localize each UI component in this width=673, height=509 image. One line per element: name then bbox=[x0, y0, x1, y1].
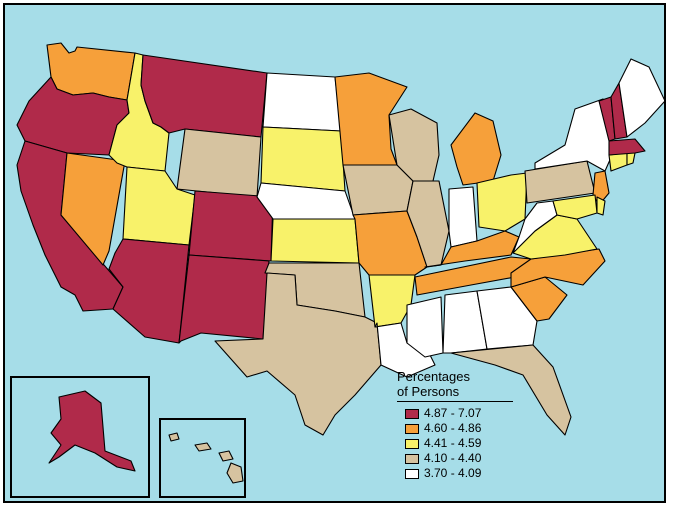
state-ri bbox=[626, 152, 636, 166]
state-ks bbox=[270, 218, 360, 264]
state-wi bbox=[388, 108, 440, 182]
legend-label-1: 4.87 - 7.07 bbox=[424, 406, 482, 420]
legend-item-4: 4.10 - 4.40 bbox=[405, 451, 521, 466]
legend-item-5: 3.70 - 4.09 bbox=[405, 466, 521, 481]
state-ak bbox=[48, 390, 136, 472]
legend-title: Percentages of Persons bbox=[397, 369, 521, 399]
alaska-inset-frame bbox=[10, 376, 150, 498]
legend-swatch-3 bbox=[405, 438, 419, 449]
state-tx bbox=[214, 272, 382, 436]
legend-swatch-4 bbox=[405, 453, 419, 464]
legend-swatch-5 bbox=[405, 468, 419, 479]
state-ky bbox=[424, 230, 520, 268]
state-ma bbox=[608, 138, 646, 156]
state-md bbox=[552, 194, 598, 220]
legend-swatch-1 bbox=[405, 408, 419, 419]
state-nd bbox=[262, 72, 342, 132]
state-fl bbox=[450, 344, 572, 436]
legend-swatch-2 bbox=[405, 423, 419, 434]
state-mt bbox=[140, 54, 268, 138]
state-mi bbox=[450, 112, 502, 186]
state-la bbox=[374, 322, 436, 378]
map-frame: Percentages of Persons 4.87 - 7.07 4.60 … bbox=[3, 3, 666, 503]
legend-label-4: 4.10 - 4.40 bbox=[424, 451, 482, 465]
legend-label-5: 3.70 - 4.09 bbox=[424, 466, 482, 480]
legend-item-1: 4.87 - 7.07 bbox=[405, 406, 521, 421]
legend-item-2: 4.60 - 4.86 bbox=[405, 421, 521, 436]
state-ga bbox=[476, 286, 538, 350]
state-de bbox=[596, 196, 606, 216]
hawaii-inset-frame bbox=[159, 418, 246, 498]
legend-label-2: 4.60 - 4.86 bbox=[424, 421, 482, 435]
state-nm bbox=[178, 254, 270, 344]
state-ms bbox=[406, 296, 444, 358]
state-ct bbox=[608, 152, 628, 172]
state-ia bbox=[342, 164, 414, 216]
legend-rule bbox=[397, 401, 513, 402]
state-wy bbox=[176, 128, 262, 198]
legend: Percentages of Persons 4.87 - 7.07 4.60 … bbox=[391, 369, 521, 481]
legend-title-line2: of Persons bbox=[397, 384, 460, 399]
legend-label-3: 4.41 - 4.59 bbox=[424, 436, 482, 450]
state-in bbox=[448, 186, 478, 248]
state-az bbox=[108, 238, 190, 344]
us-map bbox=[16, 42, 664, 484]
state-ar bbox=[368, 274, 416, 328]
legend-title-line1: Percentages bbox=[397, 369, 470, 384]
state-hi bbox=[168, 432, 244, 484]
state-oh bbox=[476, 172, 528, 232]
state-sd bbox=[260, 126, 346, 192]
state-me bbox=[618, 58, 664, 138]
legend-item-3: 4.41 - 4.59 bbox=[405, 436, 521, 451]
